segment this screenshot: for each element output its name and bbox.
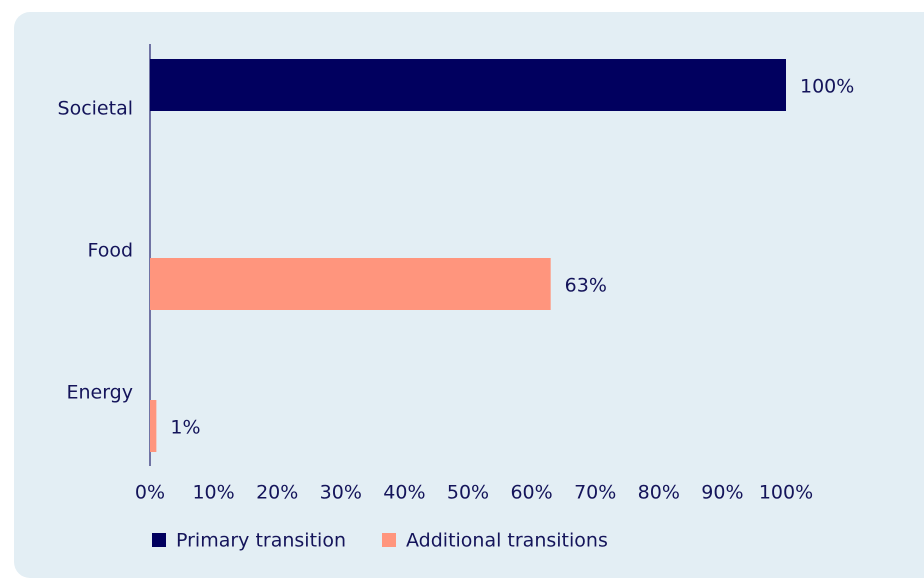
x-tick-label: 20%	[256, 482, 298, 504]
x-tick-label: 10%	[192, 482, 234, 504]
legend-swatch	[382, 533, 396, 547]
legend-swatch	[152, 533, 166, 547]
x-tick-label: 0%	[135, 482, 165, 504]
x-tick-label: 60%	[510, 482, 552, 504]
data-label: 63%	[565, 275, 607, 297]
x-tick-label: 100%	[759, 482, 813, 504]
x-tick-label: 80%	[638, 482, 680, 504]
legend-label: Primary transition	[176, 530, 346, 552]
bar	[150, 400, 157, 452]
x-tick-label: 70%	[574, 482, 616, 504]
data-label: 1%	[170, 417, 200, 439]
x-tick-label: 40%	[383, 482, 425, 504]
bar	[150, 59, 786, 111]
y-tick-label: Energy	[66, 382, 133, 404]
bar	[150, 258, 551, 310]
y-tick-label: Food	[87, 240, 133, 262]
legend-label: Additional transitions	[406, 530, 608, 552]
x-tick-label: 90%	[701, 482, 743, 504]
x-tick-label: 30%	[320, 482, 362, 504]
data-label: 100%	[800, 76, 854, 98]
x-tick-label: 50%	[447, 482, 489, 504]
y-tick-label: Societal	[58, 98, 133, 120]
